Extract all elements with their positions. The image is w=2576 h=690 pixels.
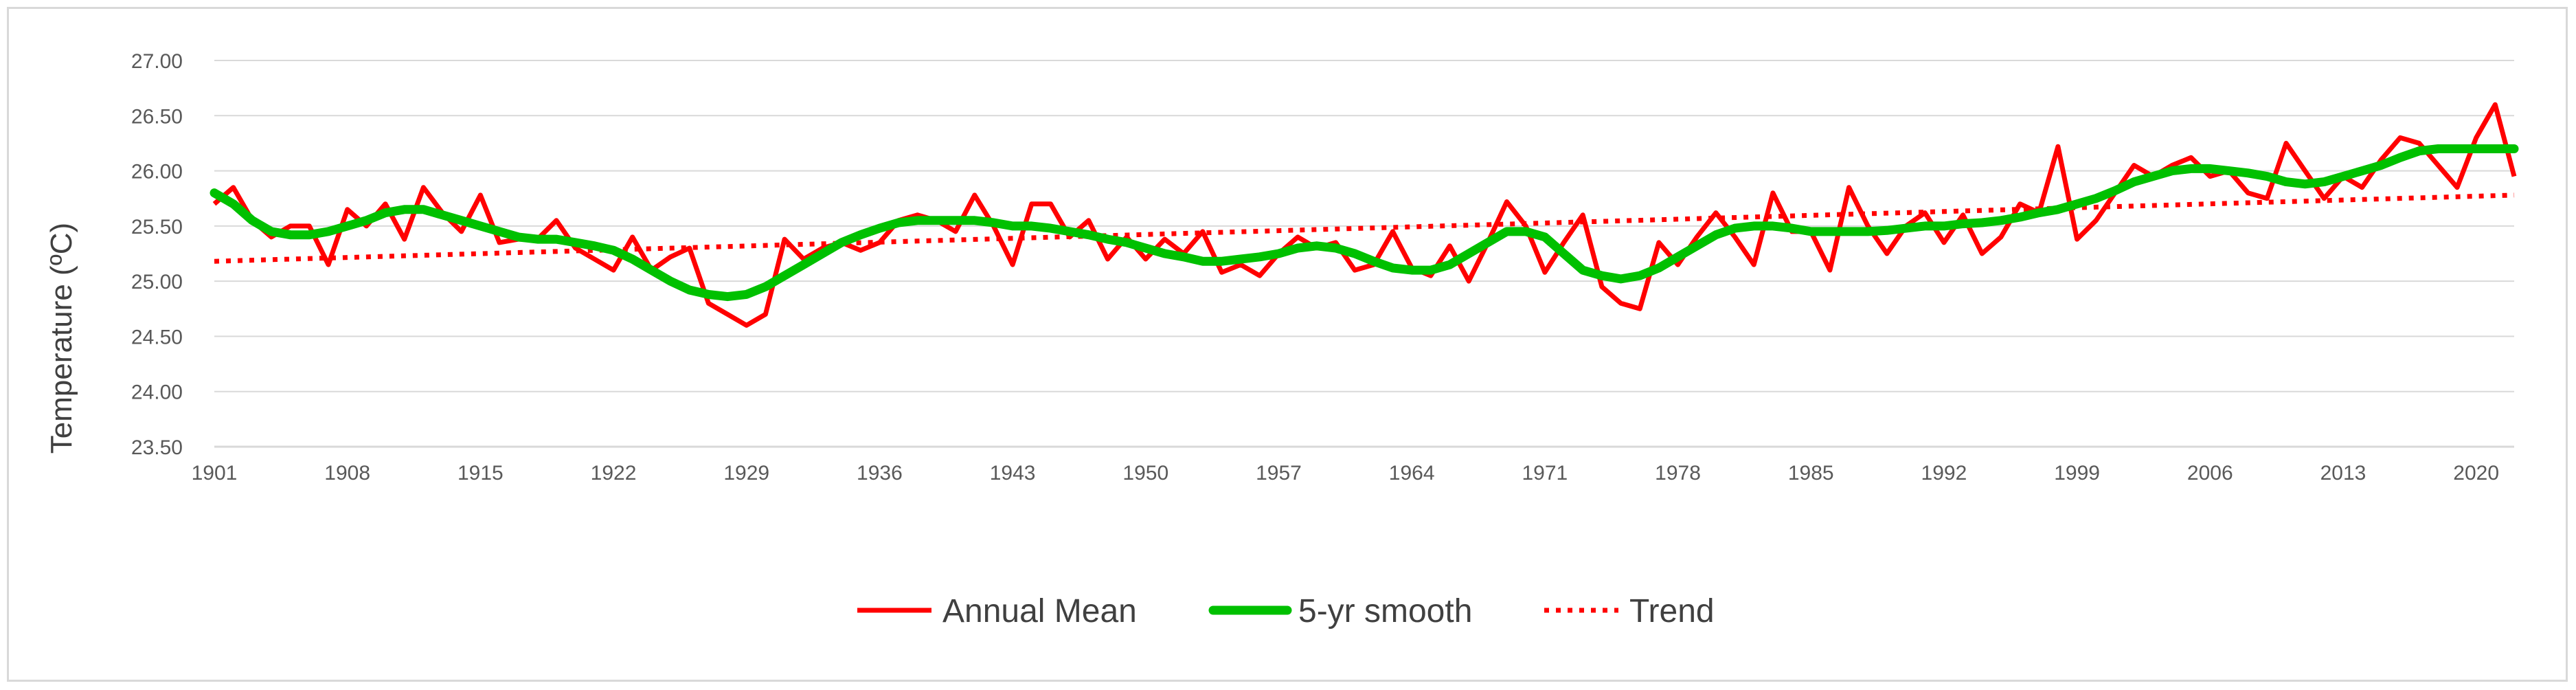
x-axis-ticks: 1901 1908 1915 1922 1929 1936 1943 1950 1957 1964… bbox=[192, 462, 2499, 485]
series-line-trend bbox=[214, 192, 2515, 264]
y-tick-label: 23.50 bbox=[131, 436, 183, 459]
x-tick-label: 1964 bbox=[1389, 462, 1435, 485]
series-line-5-yr-smooth bbox=[210, 144, 2519, 302]
chart-frame bbox=[7, 7, 2568, 682]
x-tick-label: 1936 bbox=[857, 462, 903, 485]
x-tick-label: 1985 bbox=[1788, 462, 1834, 485]
x-tick-label: 1992 bbox=[1921, 462, 1967, 485]
x-tick-label: 1915 bbox=[457, 462, 504, 485]
y-axis-ticks: 23.50 24.00 24.50 25.00 25.50 26.00 26.50 27.00 bbox=[131, 50, 183, 459]
legend: Annual Mean 5-yr smooth Trend bbox=[857, 593, 1715, 630]
x-tick-label: 1978 bbox=[1655, 462, 1701, 485]
x-tick-label: 1908 bbox=[324, 462, 370, 485]
legend-label: Trend bbox=[1629, 593, 1715, 630]
x-tick-label: 1950 bbox=[1122, 462, 1168, 485]
gridlines bbox=[214, 60, 2514, 392]
x-tick-label: 1922 bbox=[591, 462, 637, 485]
series-group bbox=[210, 102, 2519, 328]
legend-label: 5-yr smooth bbox=[1298, 593, 1472, 630]
y-tick-label: 26.00 bbox=[131, 161, 183, 183]
y-tick-label: 27.00 bbox=[131, 50, 183, 73]
x-tick-label: 1999 bbox=[2054, 462, 2100, 485]
x-tick-label: 1929 bbox=[723, 462, 769, 485]
x-tick-label: 1957 bbox=[1256, 462, 1302, 485]
x-tick-label: 2013 bbox=[2320, 462, 2366, 485]
y-tick-label: 24.50 bbox=[131, 326, 183, 348]
x-tick-label: 2020 bbox=[2453, 462, 2499, 485]
x-tick-label: 1943 bbox=[990, 462, 1036, 485]
y-axis-label: Temperature (ºC) bbox=[45, 223, 78, 454]
x-tick-label: 2006 bbox=[2187, 462, 2233, 485]
y-tick-label: 26.50 bbox=[131, 105, 183, 128]
y-tick-label: 24.00 bbox=[131, 381, 183, 404]
x-tick-label: 1971 bbox=[1522, 462, 1568, 485]
y-tick-label: 25.00 bbox=[131, 271, 183, 293]
y-tick-label: 25.50 bbox=[131, 216, 183, 238]
series-line-annual-mean bbox=[212, 102, 2517, 328]
legend-label: Annual Mean bbox=[942, 593, 1137, 630]
x-tick-label: 1901 bbox=[192, 462, 238, 485]
